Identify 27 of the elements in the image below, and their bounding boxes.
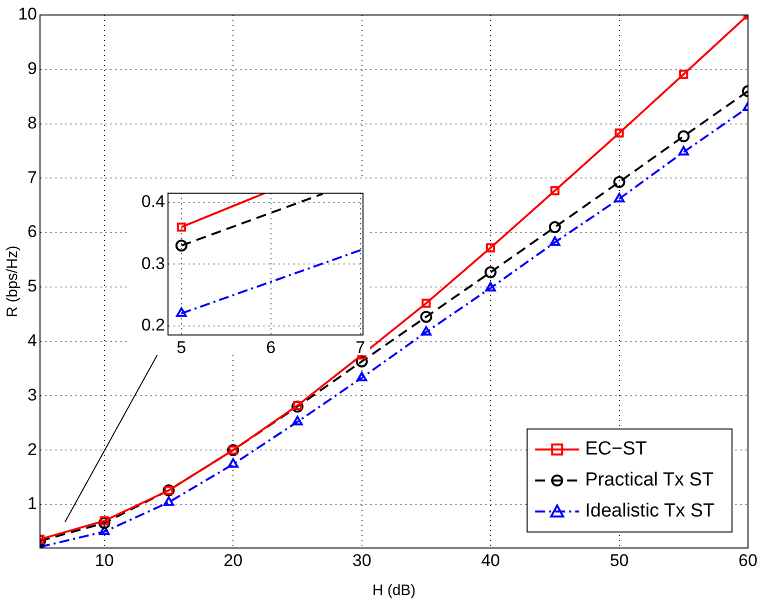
y-tick-label: 4 xyxy=(28,331,37,350)
y-tick-label: 2 xyxy=(28,440,37,459)
legend-label: Practical Tx ST xyxy=(585,470,714,491)
y-tick-label: 0.4 xyxy=(141,192,165,212)
x-axis-title: H (dB) xyxy=(372,582,416,600)
legend-label: Idealistic Tx ST xyxy=(585,500,716,522)
y-tick-label: 6 xyxy=(28,222,37,242)
x-tick-label: 5 xyxy=(176,338,186,357)
x-tick-label: 20 xyxy=(224,550,243,570)
y-tick-label: 1 xyxy=(28,494,37,514)
x-tick-label: 10 xyxy=(94,550,114,570)
x-tick-label: 30 xyxy=(352,550,372,570)
y-tick-label: 10 xyxy=(18,4,37,24)
x-tick-label: 6 xyxy=(266,338,276,357)
y-tick-label: 8 xyxy=(28,113,37,132)
y-tick-label: 0.2 xyxy=(141,315,165,334)
x-tick-label: 50 xyxy=(610,550,629,570)
x-tick-label: 7 xyxy=(356,338,366,357)
x-tick-label: 60 xyxy=(738,550,758,570)
x-tick-label: 40 xyxy=(481,550,500,570)
y-tick-label: 7 xyxy=(28,168,37,187)
y-tick-label: 0.3 xyxy=(141,254,165,273)
y-tick-label: 5 xyxy=(28,276,37,296)
y-axis-title: R (bps/Hz) xyxy=(4,246,22,318)
legend-label: EC−ST xyxy=(585,438,648,460)
y-tick-label: 3 xyxy=(28,385,37,404)
y-tick-label: 9 xyxy=(28,59,37,78)
